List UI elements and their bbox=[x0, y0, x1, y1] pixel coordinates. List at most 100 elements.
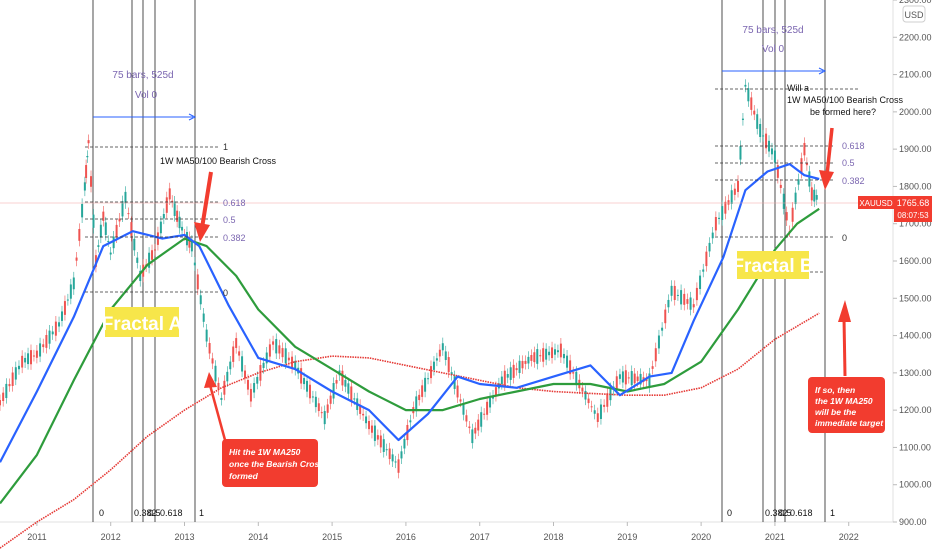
candle-body bbox=[118, 218, 121, 222]
candle-body bbox=[335, 380, 338, 384]
candle-body bbox=[153, 249, 156, 251]
candle-body bbox=[581, 387, 584, 392]
candle-body bbox=[115, 224, 118, 238]
time-axis[interactable]: 2011 2012 2013 2014 2015 2016 2017 2018 2019 2020… bbox=[27, 522, 859, 542]
candle-body bbox=[382, 439, 385, 452]
candle-body bbox=[459, 399, 462, 402]
candle-body bbox=[278, 345, 281, 354]
candle-body bbox=[24, 357, 27, 363]
fractal-a-range[interactable]: 75 bars, 525d Vol 0 bbox=[93, 70, 197, 121]
fractal-a-time-label-0: 0 bbox=[99, 508, 104, 518]
price-axis-tick-label: 2000.00 bbox=[899, 107, 932, 117]
candle-body bbox=[323, 411, 326, 425]
price-axis-tick-label: 1500.00 bbox=[899, 293, 932, 303]
price-axis-tick-label: 1100.00 bbox=[899, 442, 931, 452]
candle-body bbox=[109, 252, 112, 255]
candle-body bbox=[465, 415, 468, 422]
candle-body bbox=[664, 309, 667, 324]
candle-body bbox=[86, 155, 89, 158]
candle-body bbox=[603, 404, 606, 407]
candle-body bbox=[188, 237, 191, 248]
candle-body bbox=[291, 356, 294, 368]
fractal-b-question-line3: be formed here? bbox=[810, 107, 876, 117]
time-axis-tick-label: 2022 bbox=[839, 532, 859, 542]
candle-body bbox=[521, 361, 524, 369]
candle-body bbox=[63, 301, 66, 315]
candle-body bbox=[173, 201, 176, 216]
price-axis-tick-label: 2100.00 bbox=[899, 70, 932, 80]
candle-body bbox=[667, 299, 670, 308]
candle-body bbox=[808, 171, 811, 187]
candle-body bbox=[75, 257, 78, 261]
candle-body bbox=[341, 370, 344, 386]
candle-body bbox=[730, 190, 733, 204]
candle-body bbox=[768, 140, 771, 152]
price-axis[interactable]: 900.00 1000.00 1100.00 1200.00 1300.00 1400.0… bbox=[893, 0, 932, 527]
fractal-a-fib-5-label: 0.5 bbox=[223, 215, 236, 225]
candle-body bbox=[397, 459, 400, 473]
candle-body bbox=[205, 329, 208, 342]
candle-body bbox=[51, 331, 54, 335]
candle-body bbox=[45, 335, 48, 348]
price-axis-tick-label: 1300.00 bbox=[899, 368, 932, 378]
candle-body bbox=[424, 377, 427, 392]
candle-body bbox=[235, 338, 238, 348]
candle-body bbox=[503, 370, 506, 386]
fractal-b-range[interactable]: 75 bars, 525d Vol 0 bbox=[722, 25, 827, 75]
fractal-b-label[interactable]: Fractal B bbox=[732, 251, 814, 279]
candle-body bbox=[759, 124, 762, 137]
candle-body bbox=[99, 224, 102, 238]
time-axis-tick-label: 2018 bbox=[543, 532, 563, 542]
candle-body bbox=[477, 419, 480, 431]
candle-body bbox=[391, 454, 394, 462]
candle-body bbox=[244, 370, 247, 379]
price-tag-symbol-bg bbox=[858, 196, 894, 209]
candle-body bbox=[545, 348, 548, 360]
candle-body bbox=[447, 357, 450, 373]
candle-body bbox=[686, 299, 689, 304]
candle-body bbox=[2, 392, 5, 401]
price-tag[interactable]: XAUUSD 1765.68 08:07:53 bbox=[858, 196, 932, 222]
candle-body bbox=[300, 368, 303, 384]
candle-body bbox=[524, 360, 527, 364]
candle-body bbox=[217, 382, 220, 390]
candle-body bbox=[294, 360, 297, 370]
candle-body bbox=[311, 396, 314, 398]
candle-body bbox=[500, 376, 503, 385]
fractal-a-time-labels: 0 0.382 0.5 0.618 1 bbox=[99, 508, 204, 518]
note-left[interactable]: Hit the 1W MA250 once the Bearish Cross … bbox=[204, 372, 324, 487]
candle-body bbox=[590, 406, 593, 408]
candle-body bbox=[733, 188, 736, 195]
candle-body bbox=[87, 140, 90, 144]
fractal-b-question-line1: Will a bbox=[787, 83, 809, 93]
candle-body bbox=[246, 379, 249, 390]
candle-body bbox=[515, 368, 518, 371]
time-axis-tick-label: 2011 bbox=[27, 532, 46, 542]
candle-body bbox=[453, 376, 456, 389]
fractal-a-label[interactable]: Fractal A bbox=[102, 307, 183, 337]
fractal-a-fib-top-label: 1 bbox=[223, 142, 228, 152]
candle-body bbox=[779, 184, 782, 188]
price-tag-value: 1765.68 bbox=[897, 198, 930, 208]
candle-body bbox=[223, 380, 226, 395]
candle-body bbox=[104, 222, 107, 235]
fractal-b-fib-levels: 0.618 0.5 0.382 0 bbox=[715, 88, 865, 273]
fractal-a-fib-618-label: 0.618 bbox=[223, 198, 246, 208]
candle-body bbox=[90, 176, 93, 187]
candle-body bbox=[427, 378, 430, 380]
candle-body bbox=[256, 376, 259, 384]
candle-body bbox=[394, 461, 397, 463]
series-line-1w-ma100 bbox=[0, 207, 820, 505]
candle-body bbox=[618, 374, 621, 379]
candle-body bbox=[14, 367, 17, 380]
candle-body bbox=[468, 426, 471, 429]
candle-body bbox=[737, 180, 740, 192]
candle-body bbox=[400, 451, 403, 459]
candle-body bbox=[575, 371, 578, 386]
currency-badge[interactable] bbox=[902, 5, 926, 23]
candle-body bbox=[368, 420, 371, 430]
note-right[interactable]: If so, then the 1W MA250 will be the imm… bbox=[808, 300, 885, 433]
candle-body bbox=[249, 388, 252, 402]
note-left-line3: formed bbox=[229, 471, 259, 481]
